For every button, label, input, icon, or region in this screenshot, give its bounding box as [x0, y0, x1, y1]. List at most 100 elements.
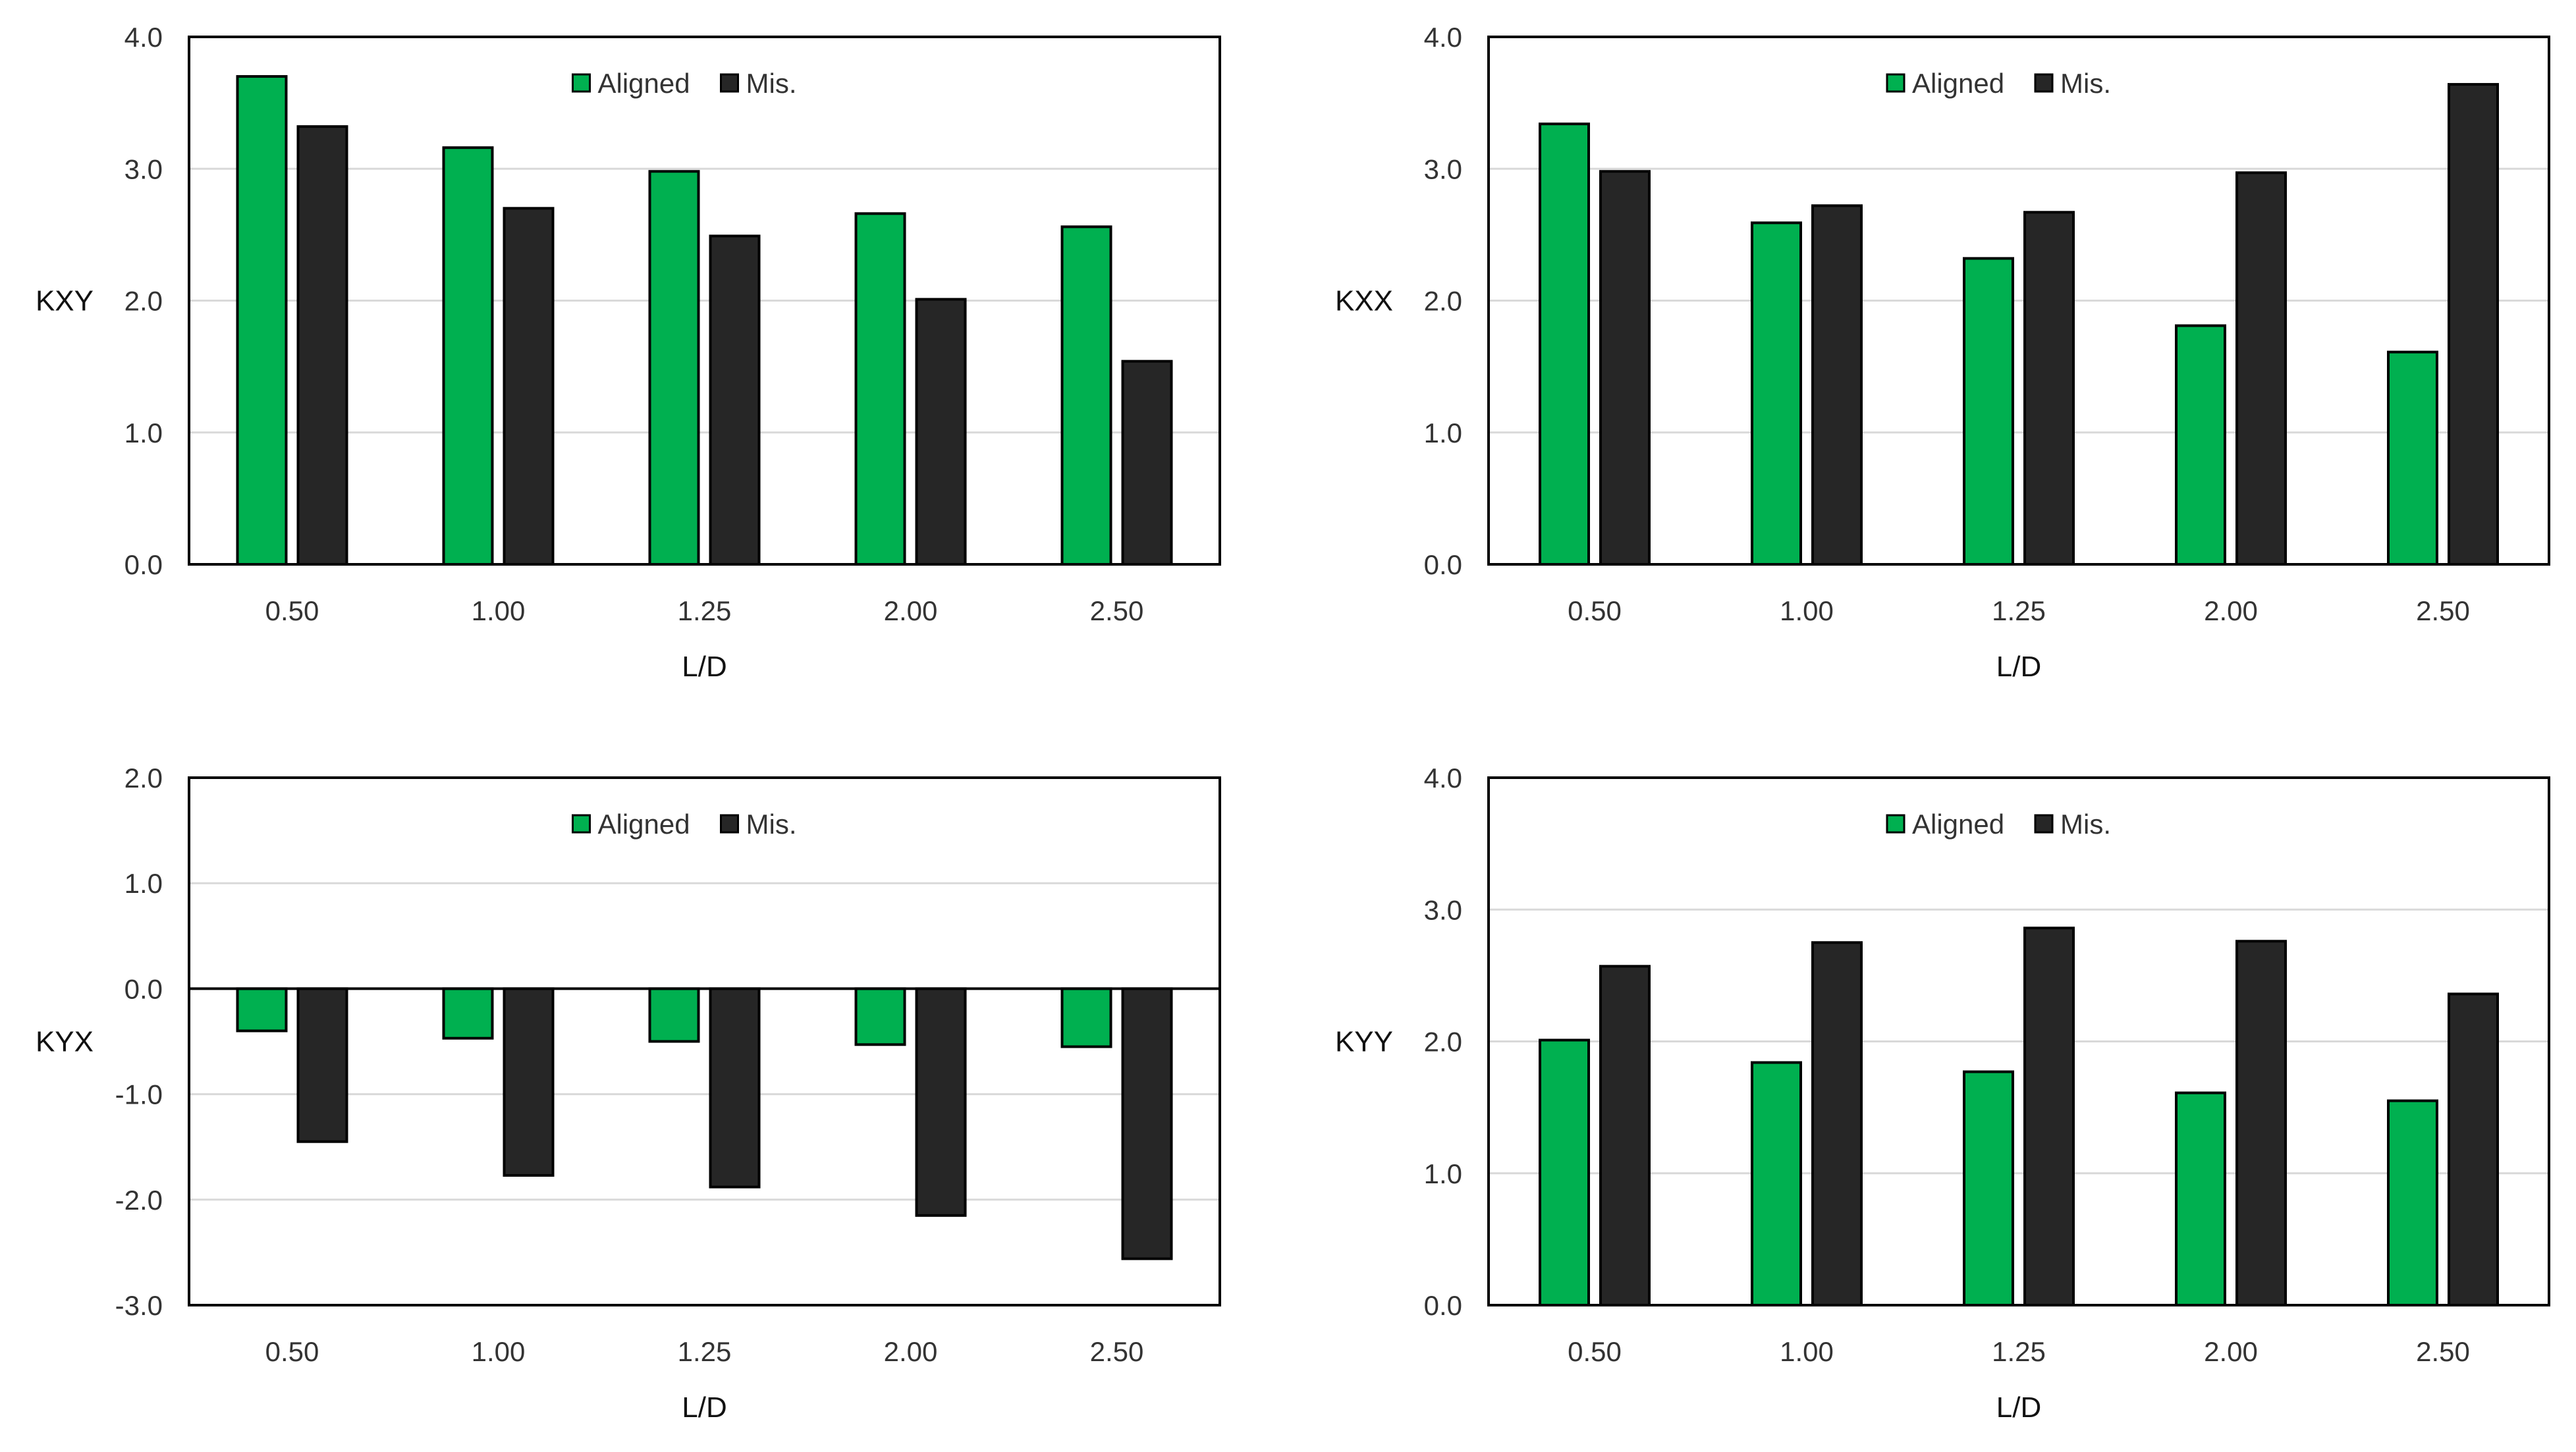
legend-label-aligned: Aligned	[1912, 809, 2004, 840]
y-tick-label: 2.0	[124, 763, 163, 793]
y-axis-title: KXX	[1335, 285, 1393, 317]
legend-swatch-aligned	[572, 814, 591, 834]
legend-swatch-misaligned	[2034, 814, 2054, 834]
y-tick-label: 0.0	[124, 973, 163, 1004]
chart-kyy: 0.0 1.0 2.0 3.0 4.0 0.50 1.00 1.25 2.00 2.50 L/D KY…	[1335, 763, 2550, 1424]
bar-aligned	[2387, 1099, 2438, 1307]
legend-label-aligned: Aligned	[598, 68, 690, 99]
bar-misaligned	[2235, 940, 2287, 1307]
bar-misaligned	[1121, 987, 1173, 1260]
y-tick-label: 4.0	[124, 22, 163, 53]
bar-aligned	[442, 987, 494, 1040]
bar-misaligned	[915, 987, 967, 1217]
legend-label-misaligned: Mis.	[2060, 68, 2111, 99]
chart-kxx: 0.0 1.0 2.0 3.0 4.0 0.50 1.00 1.25 2.00 2.50 L/D KX…	[1335, 22, 2550, 683]
bar-aligned	[442, 146, 494, 566]
legend-swatch-aligned	[1886, 814, 1905, 834]
x-tick-label: 2.50	[1090, 595, 1144, 626]
bar-aligned	[1539, 1038, 1590, 1307]
x-axis-title: L/D	[682, 651, 726, 683]
chart-kxy: 0.0 1.0 2.0 3.0 4.0 0.50 1.00 1.25 2.00 2.50 L/D KX…	[36, 22, 1221, 683]
plot-frame	[188, 36, 1221, 566]
x-tick-label: 0.50	[265, 595, 319, 626]
plot-frame	[1487, 36, 2550, 566]
bar-aligned	[236, 75, 288, 566]
y-tick-label: 2.0	[1424, 1027, 1462, 1058]
x-tick-label: 1.25	[678, 595, 732, 626]
bar-aligned	[1060, 225, 1112, 566]
x-axis-title: L/D	[682, 1391, 726, 1424]
bar-aligned	[2175, 324, 2226, 566]
x-tick-label: 2.00	[884, 595, 938, 626]
y-tick-label: 1.0	[124, 417, 163, 448]
legend-swatch-misaligned	[720, 73, 739, 93]
bar-misaligned	[709, 987, 761, 1189]
y-tick-label: 0.0	[124, 549, 163, 580]
y-tick-label: 2.0	[1424, 286, 1462, 317]
legend-label-aligned: Aligned	[598, 809, 690, 840]
legend-swatch-misaligned	[720, 814, 739, 834]
bar-aligned	[854, 987, 906, 1046]
x-tick-label: 1.00	[472, 595, 526, 626]
y-axis-title: KYX	[36, 1026, 94, 1058]
bar-misaligned	[915, 298, 967, 566]
y-tick-label: -2.0	[115, 1185, 163, 1216]
x-tick-label: 0.50	[1568, 1336, 1622, 1367]
bar-aligned	[648, 987, 700, 1043]
x-tick-label: 1.25	[1992, 1336, 2046, 1367]
bar-aligned	[1963, 1070, 2014, 1306]
bar-aligned	[648, 170, 700, 566]
legend-swatch-aligned	[572, 73, 591, 93]
legend-label-misaligned: Mis.	[746, 809, 797, 840]
x-axis-title: L/D	[1996, 1391, 2041, 1424]
y-tick-label: 3.0	[124, 153, 163, 184]
x-tick-label: 1.25	[1992, 595, 2046, 626]
bar-aligned	[1963, 257, 2014, 566]
bar-misaligned	[503, 207, 555, 566]
bar-misaligned	[2235, 171, 2287, 566]
bar-misaligned	[296, 987, 348, 1143]
legend-label-misaligned: Mis.	[746, 68, 797, 99]
legend-label-aligned: Aligned	[1912, 68, 2004, 99]
y-tick-label: 1.0	[1424, 1158, 1462, 1189]
bar-misaligned	[2448, 992, 2499, 1307]
x-tick-label: 1.00	[1780, 1336, 1834, 1367]
legend-label-misaligned: Mis.	[2060, 809, 2111, 840]
bar-misaligned	[1599, 965, 1651, 1307]
chart-kyx: -3.0 -2.0 -1.0 0.0 1.0 2.0 0.50 1.00 1.25 2.00 2.5…	[36, 763, 1221, 1424]
x-tick-label: 2.50	[2416, 595, 2470, 626]
bar-misaligned	[2448, 83, 2499, 566]
y-tick-label: 3.0	[1424, 894, 1462, 925]
legend-swatch-misaligned	[2034, 73, 2054, 93]
x-tick-label: 2.00	[2204, 595, 2258, 626]
y-tick-label: 4.0	[1424, 22, 1462, 53]
y-tick-label: 0.0	[1424, 549, 1462, 580]
x-tick-label: 1.00	[1780, 595, 1834, 626]
x-axis-title: L/D	[1996, 651, 2041, 683]
x-tick-label: 1.00	[472, 1336, 526, 1367]
y-axis-title: KXY	[36, 285, 94, 317]
bar-aligned	[854, 212, 906, 566]
y-tick-label: 3.0	[1424, 153, 1462, 184]
x-tick-label: 2.00	[884, 1336, 938, 1367]
y-tick-label: 1.0	[1424, 417, 1462, 448]
x-tick-label: 0.50	[1568, 595, 1622, 626]
bar-aligned	[1751, 221, 1802, 566]
plot-frame	[1487, 776, 2550, 1306]
bar-misaligned	[709, 234, 761, 566]
x-tick-label: 1.25	[678, 1336, 732, 1367]
x-tick-label: 2.50	[2416, 1336, 2470, 1367]
legend-swatch-aligned	[1886, 73, 1905, 93]
y-tick-label: -3.0	[115, 1290, 163, 1321]
x-tick-label: 2.00	[2204, 1336, 2258, 1367]
y-tick-label: 1.0	[124, 868, 163, 899]
y-tick-label: 4.0	[1424, 763, 1462, 793]
bar-aligned	[1751, 1061, 1802, 1307]
bar-aligned	[1060, 987, 1112, 1048]
bar-misaligned	[2023, 927, 2075, 1307]
bar-misaligned	[1121, 360, 1173, 566]
bar-misaligned	[1811, 204, 1863, 566]
bar-aligned	[236, 987, 288, 1033]
x-tick-label: 2.50	[1090, 1336, 1144, 1367]
